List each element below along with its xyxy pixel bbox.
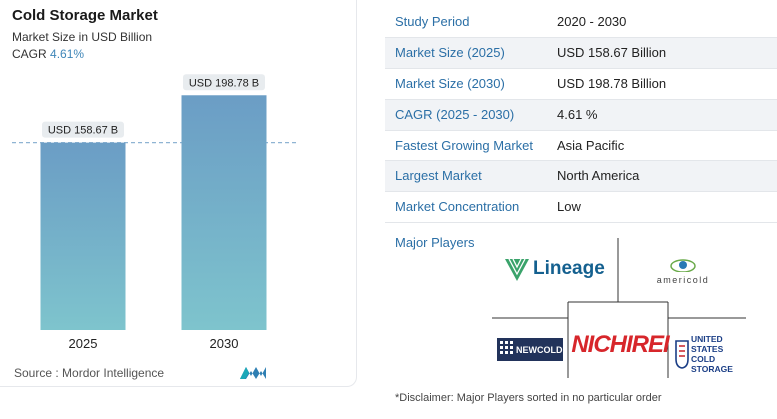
data-label: USD 198.78 B: [189, 77, 259, 89]
players-grid: [492, 238, 746, 378]
row-value: Asia Pacific: [557, 138, 625, 153]
row-value: North America: [557, 168, 640, 183]
table-row: Market Concentration Low: [385, 191, 777, 222]
newcold-grid-icon: [500, 341, 513, 354]
chart-subtitle: Market Size in USD Billion: [12, 30, 153, 44]
row-value: USD 198.78 Billion: [557, 76, 667, 91]
player-lineage: Lineage: [504, 256, 605, 282]
cagr-value: 4.61%: [50, 47, 85, 61]
chart-card: Cold Storage Market Market Size in USD B…: [0, 0, 357, 387]
row-key: Largest Market: [395, 168, 482, 183]
row-key: Market Concentration: [395, 199, 520, 214]
row-key: Market Size (2030): [395, 76, 505, 91]
data-label-bg: [42, 121, 124, 138]
x-tick-label: 2025: [69, 336, 98, 351]
row-value: Low: [557, 199, 581, 214]
player-name: Lineage: [533, 258, 605, 279]
table-row: CAGR (2025 - 2030) 4.61 %: [385, 99, 777, 130]
row-key: Market Size (2025): [395, 45, 505, 60]
player-americold: americold: [648, 258, 718, 285]
row-separator: [385, 37, 777, 38]
table-row: Market Size (2030) USD 198.78 Billion: [385, 68, 777, 99]
cagr-line: CAGR 4.61%: [12, 47, 84, 61]
row-separator: [385, 130, 777, 131]
table-row: Market Size (2025) USD 158.67 Billion: [385, 37, 777, 68]
chart-title: Cold Storage Market: [12, 7, 158, 24]
bar: [181, 95, 267, 330]
data-label-bg: [183, 74, 265, 91]
row-key: Fastest Growing Market: [395, 138, 533, 153]
row-value: 2020 - 2030: [557, 14, 627, 29]
bar-chart: USD 158.67 B 2025 USD 198.78 B 2030: [12, 74, 298, 351]
major-players-label: Major Players: [395, 235, 475, 250]
player-uscs: UNITED STATES COLD STORAGE: [675, 334, 747, 374]
americold-globe-icon: [670, 259, 696, 273]
player-name: NICHIREI: [571, 331, 669, 358]
uscs-logo-icon: [675, 340, 689, 369]
lineage-logo-icon: [505, 258, 529, 281]
row-separator: [385, 160, 777, 161]
row-key: CAGR (2025 - 2030): [395, 107, 515, 122]
x-tick-label: 2030: [210, 336, 239, 351]
table-row: Fastest Growing Market Asia Pacific: [385, 130, 777, 161]
bar: [40, 142, 126, 330]
player-name: UNITED STATES COLD STORAGE: [691, 334, 733, 374]
player-nichirei: NICHIREI: [570, 331, 670, 359]
data-label: USD 158.67 B: [48, 125, 118, 137]
cagr-label: CAGR: [12, 47, 47, 61]
row-key: Study Period: [395, 14, 470, 29]
row-separator: [385, 191, 777, 192]
row-value: 4.61 %: [557, 107, 598, 122]
row-separator: [385, 99, 777, 100]
table-row: Largest Market North America: [385, 160, 777, 191]
player-name: NEWCOLD: [516, 344, 563, 355]
row-value: USD 158.67 Billion: [557, 45, 667, 60]
table-row: Study Period 2020 - 2030: [385, 6, 777, 37]
row-separator: [385, 68, 777, 69]
source-text: Source : Mordor Intelligence: [14, 366, 165, 380]
row-separator: [385, 222, 777, 223]
disclaimer-text: *Disclaimer: Major Players sorted in no …: [395, 392, 662, 404]
mordor-logo-icon: [240, 367, 266, 379]
player-newcold: NEWCOLD: [497, 338, 563, 361]
player-name: americold: [656, 275, 710, 285]
